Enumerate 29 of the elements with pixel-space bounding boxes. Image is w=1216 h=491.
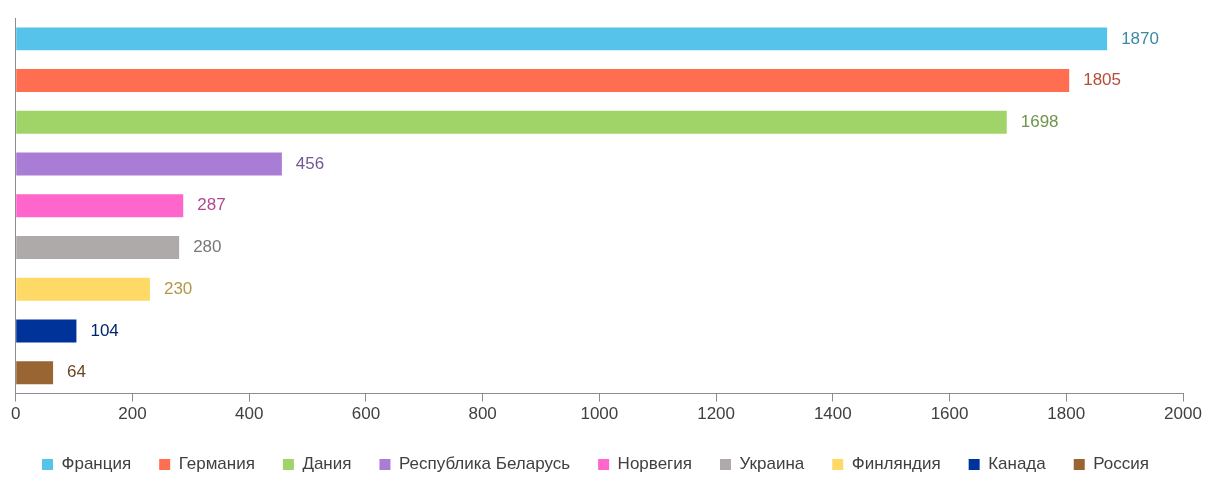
data-label: 280: [193, 237, 222, 257]
legend-label: Дания: [302, 454, 352, 474]
data-label: 230: [163, 278, 193, 298]
x-tick-label: 1400: [813, 404, 852, 424]
legend-label: Республика Беларусь: [398, 454, 571, 474]
legend-label: Германия: [178, 454, 255, 474]
x-tick-label: 0: [10, 404, 21, 424]
data-label: 456: [295, 153, 325, 173]
x-tick-label: 800: [468, 404, 497, 424]
x-tick-label: 1600: [930, 404, 969, 424]
x-tick-label: 1000: [580, 404, 619, 424]
legend-label: Норвегия: [617, 454, 692, 474]
x-tick-label: 400: [234, 404, 264, 424]
legend-label: Россия: [1093, 454, 1149, 474]
x-tick-label: 1800: [1047, 404, 1086, 424]
data-label: 64: [67, 362, 86, 382]
x-tick-label: 2000: [1164, 404, 1202, 424]
x-tick-label: 200: [118, 404, 147, 424]
data-label: 1698: [1020, 112, 1059, 132]
legend-label: Украина: [739, 454, 805, 474]
data-label: 287: [197, 195, 226, 215]
legend-label: Финляндия: [851, 454, 941, 474]
data-label: 1870: [1121, 28, 1159, 48]
x-tick-label: 1200: [697, 404, 736, 424]
data-label: 104: [90, 320, 119, 340]
legend-label: Канада: [988, 454, 1047, 474]
legend-label: Франция: [61, 454, 132, 474]
data-label: 1805: [1083, 70, 1122, 90]
x-tick-label: 600: [351, 404, 381, 424]
